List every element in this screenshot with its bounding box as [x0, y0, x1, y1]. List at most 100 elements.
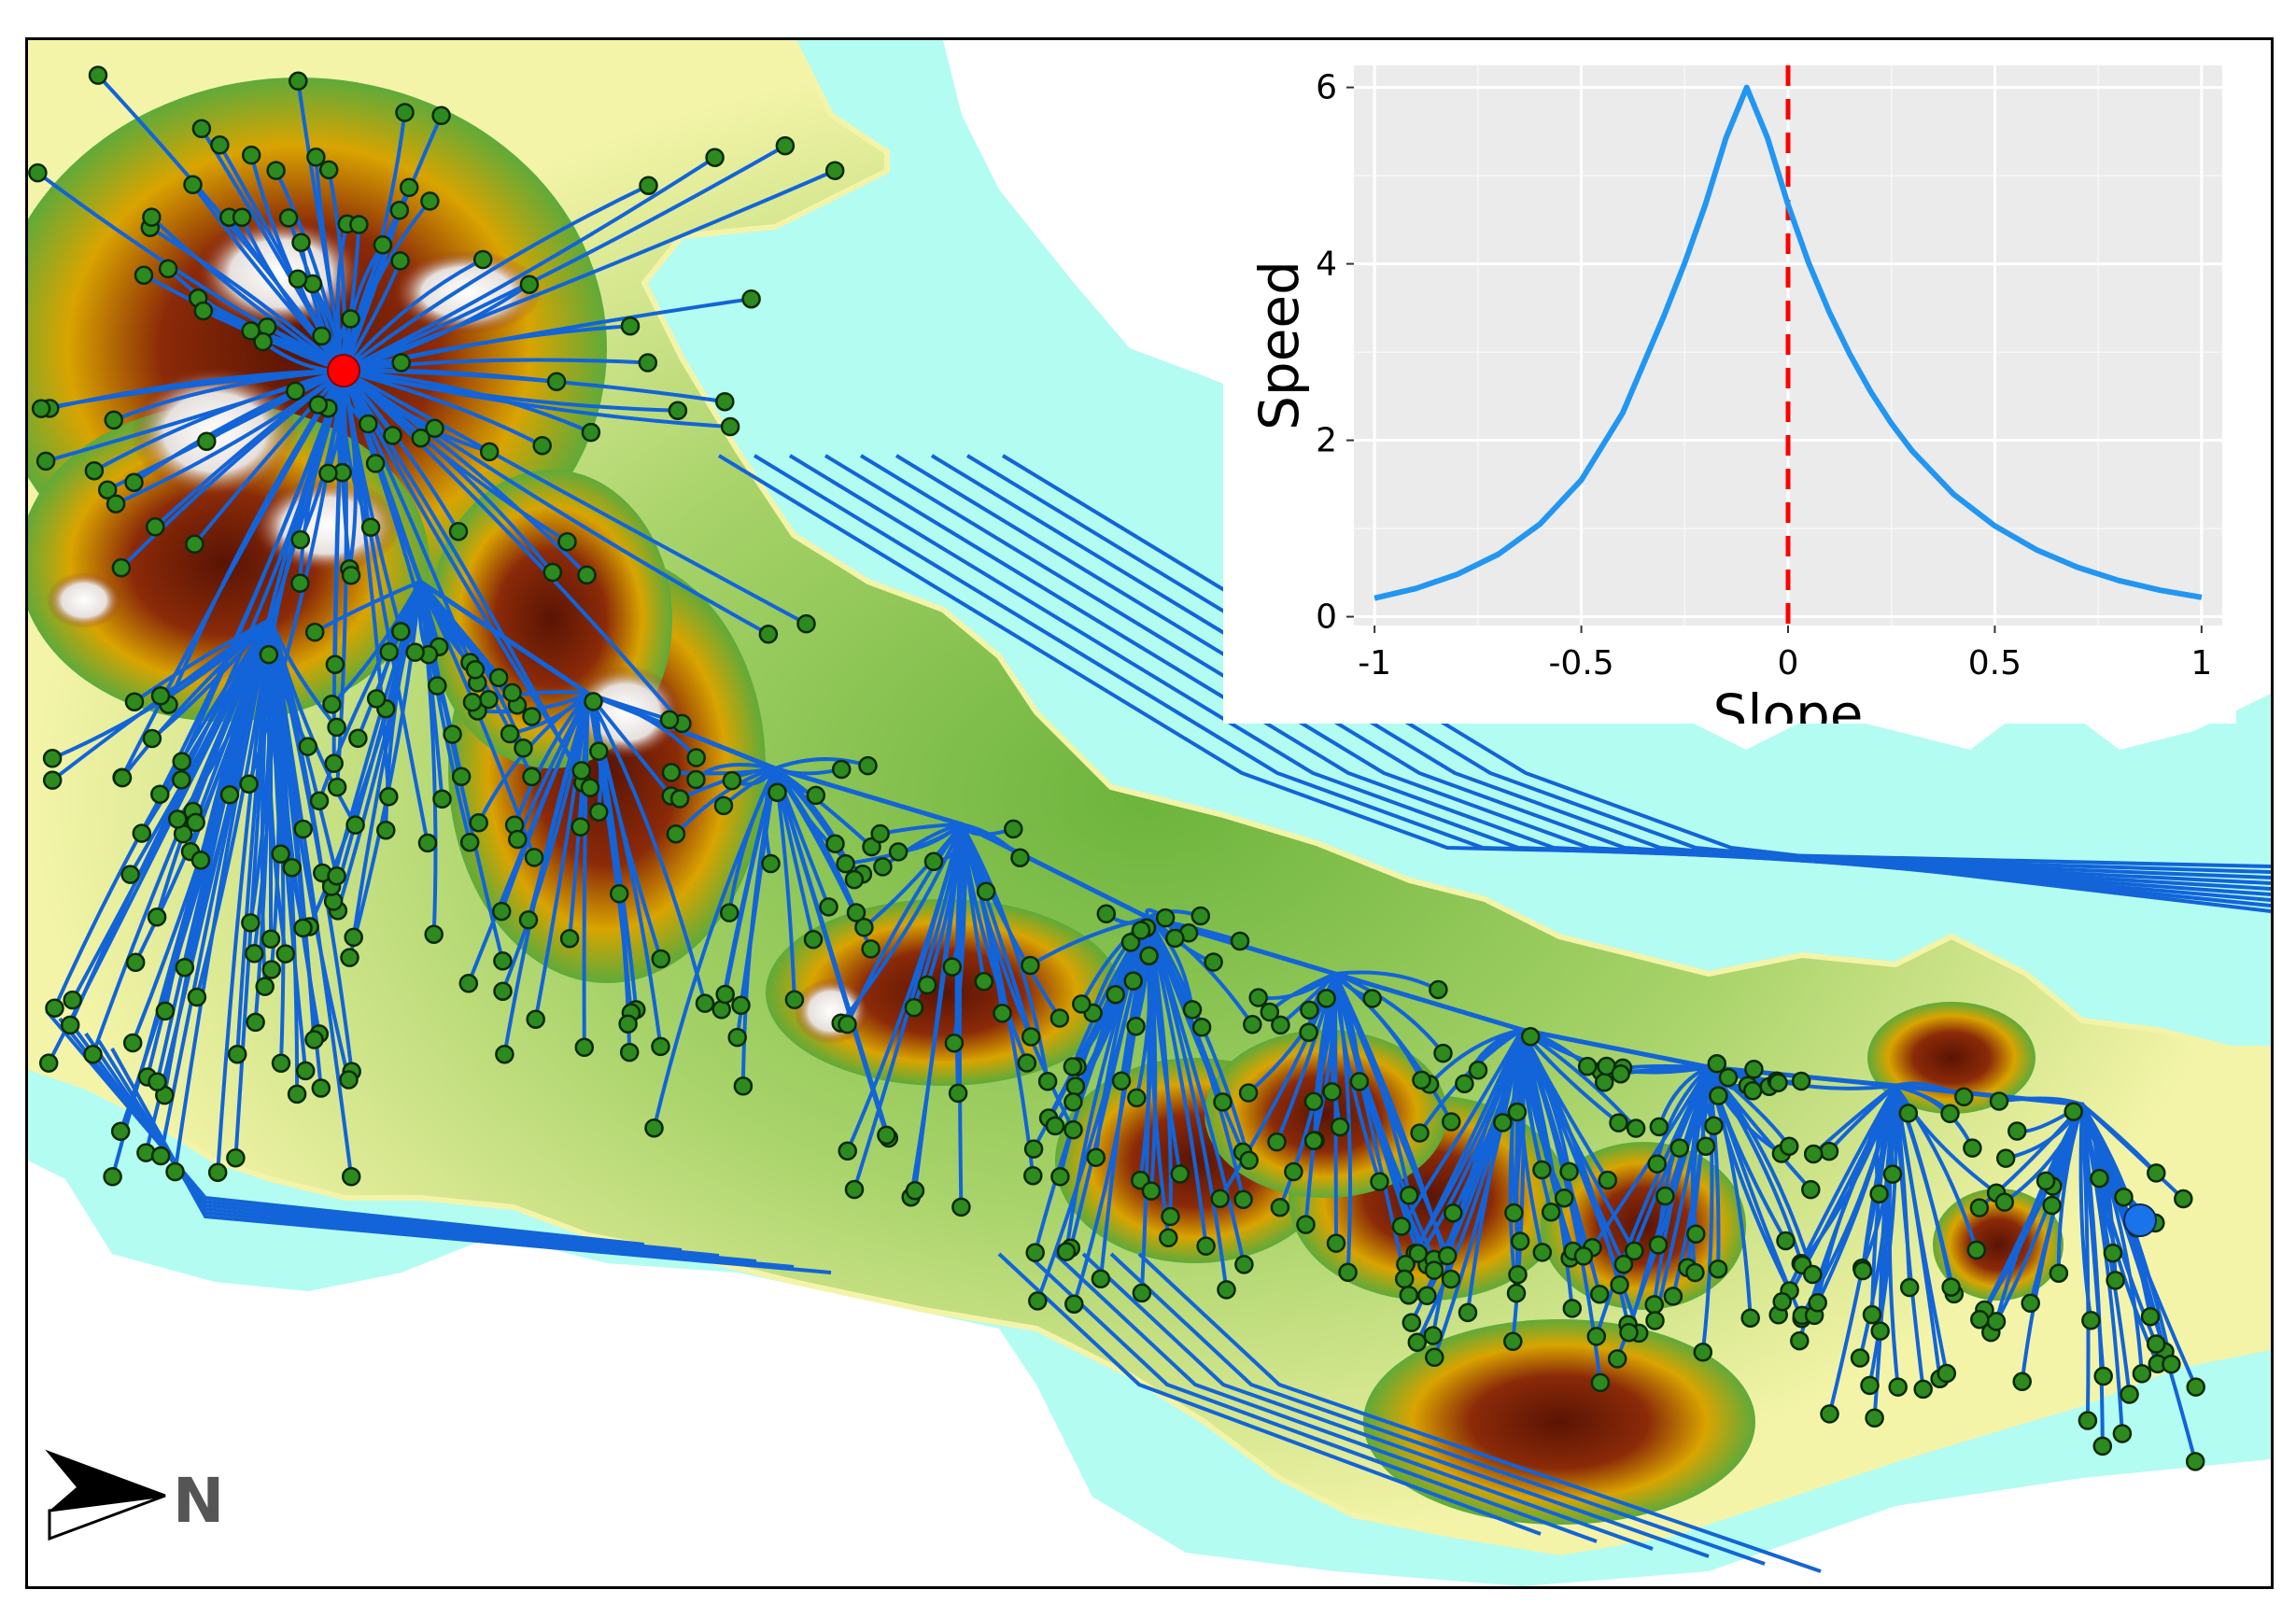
site-marker[interactable] — [360, 517, 381, 537]
site-marker[interactable] — [1655, 1186, 1675, 1206]
site-marker[interactable] — [2103, 1243, 2123, 1263]
site-marker[interactable] — [2186, 1377, 2205, 1397]
site-marker[interactable] — [1862, 1304, 1882, 1325]
site-marker[interactable] — [1412, 1070, 1431, 1090]
site-marker[interactable] — [1790, 1330, 1810, 1351]
site-marker[interactable] — [1776, 1231, 1796, 1251]
site-marker[interactable] — [1685, 1262, 1705, 1283]
site-marker[interactable] — [1407, 1332, 1428, 1352]
site-marker[interactable] — [1860, 1375, 1880, 1396]
site-marker[interactable] — [838, 1014, 857, 1034]
site-marker[interactable] — [1442, 1112, 1461, 1132]
site-marker[interactable] — [327, 777, 347, 797]
site-marker[interactable] — [580, 778, 600, 797]
site-marker[interactable] — [458, 974, 479, 993]
site-marker[interactable] — [1049, 1008, 1070, 1028]
site-marker[interactable] — [275, 944, 296, 964]
site-marker[interactable] — [1742, 1081, 1763, 1101]
site-marker[interactable] — [1106, 984, 1125, 1005]
site-marker[interactable] — [1391, 1217, 1412, 1236]
site-marker[interactable] — [376, 820, 396, 840]
site-marker[interactable] — [1468, 1061, 1488, 1080]
site-marker[interactable] — [1808, 1293, 1827, 1313]
site-marker[interactable] — [741, 288, 761, 309]
site-marker[interactable] — [1284, 1161, 1303, 1182]
site-marker[interactable] — [1625, 1241, 1644, 1261]
site-marker[interactable] — [619, 1042, 640, 1062]
site-marker[interactable] — [1594, 1073, 1614, 1092]
site-marker[interactable] — [295, 1061, 316, 1081]
site-marker[interactable] — [1233, 1189, 1253, 1210]
site-marker[interactable] — [1708, 1259, 1728, 1279]
site-marker[interactable] — [142, 728, 162, 749]
site-marker[interactable] — [768, 782, 787, 802]
site-marker[interactable] — [836, 853, 855, 874]
site-marker[interactable] — [193, 301, 214, 321]
site-marker[interactable] — [325, 654, 345, 674]
site-marker[interactable] — [1963, 1138, 1982, 1158]
site-marker[interactable] — [1120, 933, 1141, 952]
site-marker[interactable] — [1870, 1321, 1890, 1341]
site-marker[interactable] — [293, 918, 313, 938]
site-marker[interactable] — [391, 353, 411, 373]
site-marker[interactable] — [2114, 1187, 2134, 1207]
site-marker[interactable] — [290, 529, 311, 550]
site-marker[interactable] — [1573, 1246, 1594, 1266]
site-marker[interactable] — [493, 981, 513, 1001]
site-marker[interactable] — [668, 401, 688, 421]
site-marker[interactable] — [1322, 1082, 1342, 1102]
site-marker[interactable] — [327, 865, 346, 886]
site-marker[interactable] — [298, 737, 318, 756]
site-marker[interactable] — [104, 410, 124, 430]
site-marker[interactable] — [870, 823, 890, 844]
site-marker[interactable] — [241, 321, 261, 341]
site-marker[interactable] — [1648, 1235, 1669, 1255]
site-marker[interactable] — [469, 812, 488, 833]
site-marker[interactable] — [1429, 979, 1448, 1000]
site-marker[interactable] — [644, 1118, 664, 1138]
site-marker[interactable] — [1021, 955, 1040, 976]
site-marker[interactable] — [379, 787, 399, 807]
site-marker[interactable] — [309, 791, 330, 811]
site-marker[interactable] — [155, 1001, 176, 1021]
site-marker[interactable] — [1607, 1349, 1627, 1369]
site-marker[interactable] — [571, 761, 592, 781]
site-marker[interactable] — [308, 395, 329, 415]
site-marker[interactable] — [120, 865, 140, 884]
site-marker[interactable] — [97, 480, 118, 499]
site-marker[interactable] — [888, 842, 909, 862]
site-marker[interactable] — [844, 869, 865, 890]
site-marker[interactable] — [669, 789, 690, 809]
site-marker[interactable] — [391, 622, 411, 641]
site-marker[interactable] — [695, 993, 715, 1013]
site-marker[interactable] — [183, 175, 203, 195]
site-marker[interactable] — [819, 897, 838, 917]
site-marker[interactable] — [518, 910, 539, 930]
site-marker[interactable] — [581, 422, 601, 443]
site-marker[interactable] — [1663, 1287, 1683, 1306]
site-marker[interactable] — [286, 381, 305, 401]
site-marker[interactable] — [1869, 1184, 1889, 1203]
site-marker[interactable] — [825, 834, 845, 853]
site-marker[interactable] — [838, 1141, 857, 1161]
site-marker[interactable] — [1696, 1136, 1716, 1156]
site-marker[interactable] — [524, 848, 544, 867]
site-marker[interactable] — [462, 692, 483, 712]
site-marker[interactable] — [110, 1121, 131, 1142]
site-marker[interactable] — [28, 162, 48, 183]
site-marker[interactable] — [348, 728, 368, 749]
site-marker[interactable] — [1626, 1119, 1646, 1138]
site-marker[interactable] — [1330, 1117, 1350, 1137]
site-marker[interactable] — [451, 767, 472, 786]
site-marker[interactable] — [1204, 952, 1223, 972]
site-marker[interactable] — [125, 952, 146, 973]
site-marker[interactable] — [261, 960, 282, 979]
site-marker[interactable] — [366, 689, 387, 709]
site-marker[interactable] — [282, 858, 302, 878]
site-marker[interactable] — [1709, 1086, 1728, 1105]
site-marker[interactable] — [150, 1146, 171, 1166]
site-marker[interactable] — [1230, 931, 1250, 951]
site-marker[interactable] — [1238, 1083, 1259, 1103]
site-marker[interactable] — [502, 682, 522, 703]
site-marker[interactable] — [1025, 1243, 1045, 1262]
